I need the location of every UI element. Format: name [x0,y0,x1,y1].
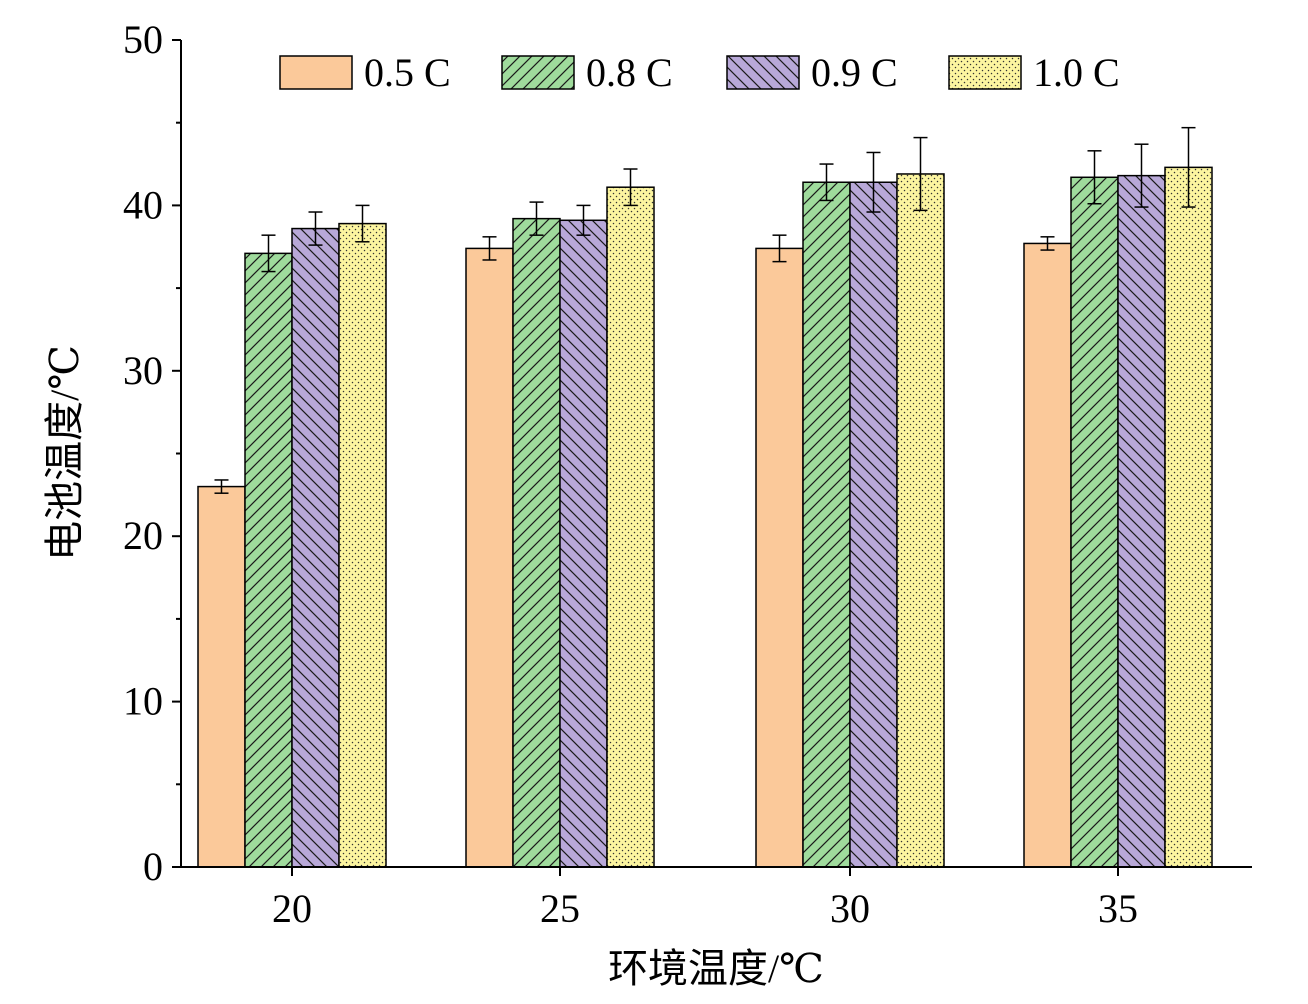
legend-swatch [279,55,353,90]
y-tick-label: 50 [123,17,163,62]
bar [1164,166,1213,868]
bar [849,181,898,868]
y-tick-label: 30 [123,348,163,393]
bar [1023,242,1072,868]
bar [896,173,945,868]
bar [465,247,514,868]
bar [559,219,608,868]
y-tick-label: 10 [123,679,163,724]
bar [338,222,387,868]
x-tick-label: 25 [540,886,580,931]
legend-label: 1.0 C [1033,50,1120,95]
bar [244,252,293,868]
legend-label: 0.8 C [586,50,673,95]
x-axis-title: 环境温度/℃ [608,946,824,991]
x-tick-label: 35 [1098,886,1138,931]
bar [802,181,851,868]
y-ticks: 0 10 20 30 40 50 [123,17,181,889]
y-tick-label: 20 [123,513,163,558]
error-bars-group [214,126,1196,494]
legend: 0.5 C 0.8 C 0.9 C 1.0 C [279,50,1120,95]
x-tick-label: 30 [830,886,870,931]
bar [606,186,655,868]
bar [1070,176,1119,868]
x-tick-label: 20 [272,886,312,931]
y-tick-label: 40 [123,182,163,227]
legend-label: 0.9 C [811,50,898,95]
legend-swatch [948,55,1022,90]
legend-label: 0.5 C [364,50,451,95]
bar [755,247,804,868]
bar [512,217,561,868]
x-ticks: 20 25 30 35 [272,867,1138,931]
bar [1117,174,1166,868]
bars-group [197,166,1213,868]
legend-swatch [726,55,800,90]
legend-swatch [501,55,575,90]
y-tick-label: 0 [143,844,163,889]
bar [197,485,246,868]
y-axis-title: 电池温度/℃ [42,345,87,561]
bar [291,227,340,868]
